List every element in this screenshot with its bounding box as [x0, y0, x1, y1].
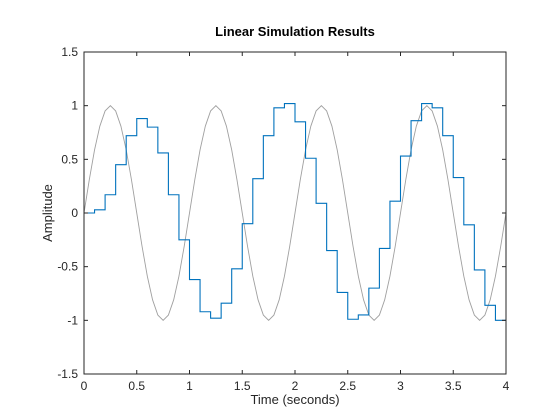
y-tick-label: -0.5 [57, 260, 78, 274]
y-tick-label: 1 [71, 99, 78, 113]
y-tick-label: -1 [67, 313, 78, 327]
y-tick-label: 0 [71, 206, 78, 220]
y-tick-label: -1.5 [57, 367, 78, 381]
x-tick-label: 0.5 [128, 379, 145, 393]
x-tick-label: 1.5 [234, 379, 251, 393]
y-tick-label: 0.5 [61, 152, 78, 166]
x-tick-label: 4 [503, 379, 510, 393]
x-tick-label: 3.5 [445, 379, 462, 393]
x-tick-label: 0 [81, 379, 88, 393]
response-line [84, 102, 506, 321]
chart-title: Linear Simulation Results [215, 24, 375, 39]
series-layer [83, 102, 507, 321]
x-tick-label: 1 [186, 379, 193, 393]
x-tick-label: 2.5 [339, 379, 356, 393]
y-axis-label: Amplitude [40, 184, 55, 242]
x-tick-label: 3 [397, 379, 404, 393]
input-signal-line [83, 105, 507, 321]
x-tick-label: 2 [292, 379, 299, 393]
y-tick-label: 1.5 [61, 45, 78, 59]
tick-layer: 0 0.5 1 1.5 2 2.5 3 3.5 4 -1.5 -1 -0.5 0 0.5 1 1.5 [57, 45, 509, 393]
x-axis-label: Time (seconds) [250, 392, 339, 407]
